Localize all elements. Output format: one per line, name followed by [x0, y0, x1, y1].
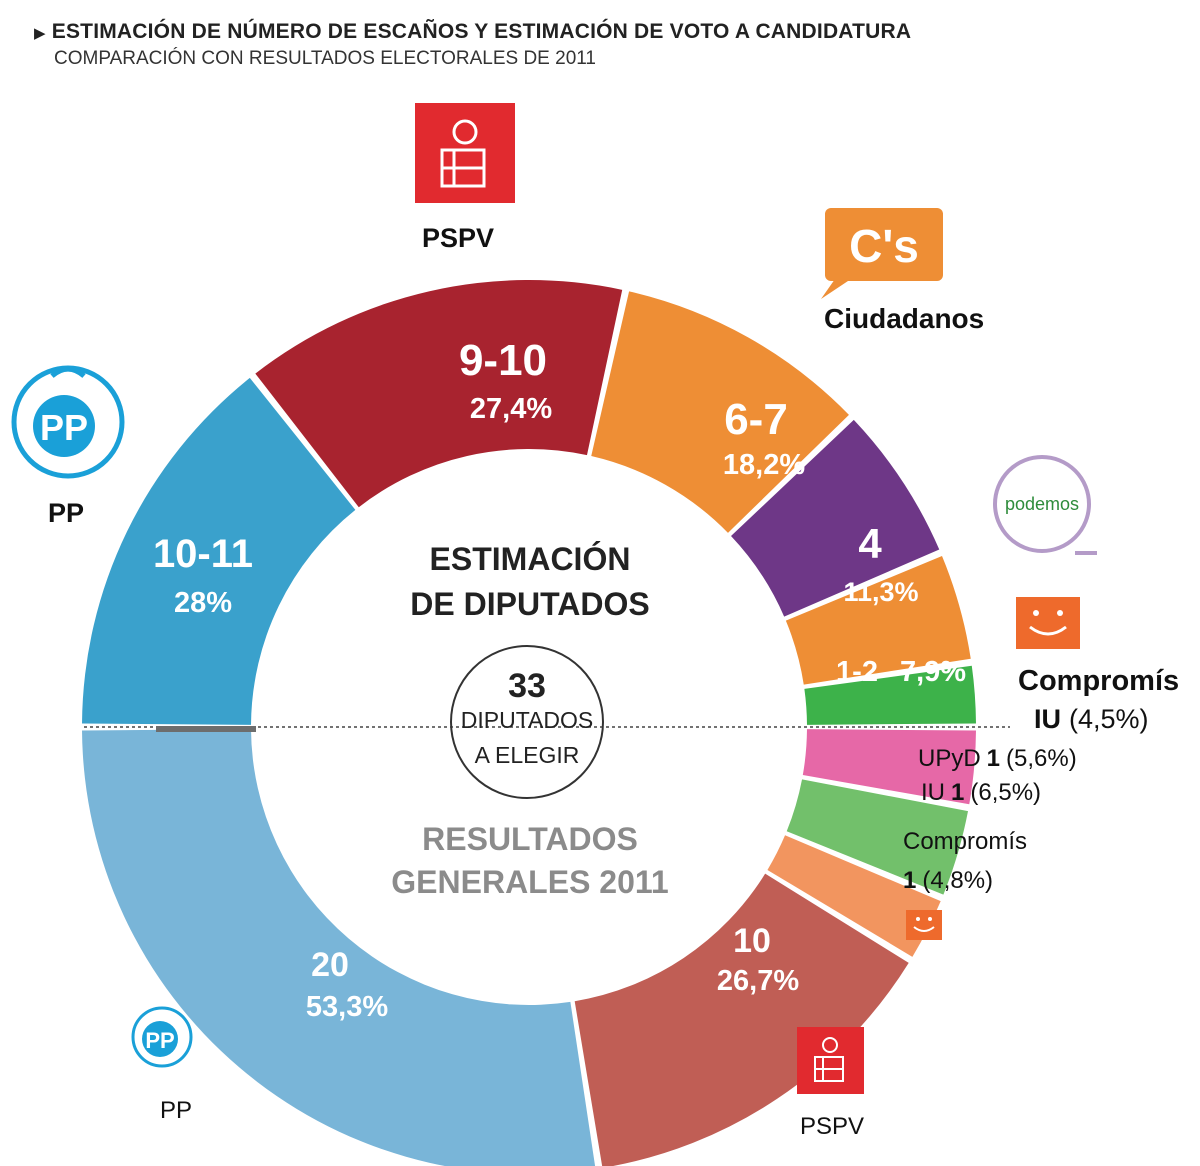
compromis-logo-bg — [1016, 597, 1080, 649]
compromis-smile-icon — [1029, 625, 1067, 636]
pp-logo-small-disc — [142, 1021, 178, 1057]
pspv-vote-label: 27,4% — [470, 393, 552, 425]
upyd-2011-line: UPyD 1 (5,6%) — [918, 745, 1077, 772]
compromis-seats-label: 1-2 — [836, 656, 878, 688]
compromis-party-label: Compromís — [1018, 665, 1179, 697]
arc-2011-pspv — [574, 873, 909, 1166]
cs-logo-text: C's — [849, 220, 919, 272]
pp-2011-vote-label: 53,3% — [306, 991, 388, 1023]
cs-vote-label: 18,2% — [723, 449, 805, 481]
arc-2011-upyd — [802, 729, 976, 805]
arc-estimation-compromis — [785, 556, 971, 685]
pp-logo-text: PP — [40, 407, 88, 448]
compromis-eye-right — [1057, 610, 1063, 616]
center-ring — [450, 645, 604, 799]
pspv-logo-small — [797, 1027, 864, 1094]
pspv-fist-icon — [440, 148, 486, 188]
total-label-1: DIPUTADOS — [461, 707, 593, 733]
pp-logo-small-ring — [131, 1006, 193, 1068]
chart-subtitle: COMPARACIÓN CON RESULTADOS ELECTORALES D… — [54, 48, 596, 69]
podemos-logo-text: podemos — [1005, 494, 1079, 514]
chart-header: ▶ ESTIMACIÓN DE NÚMERO DE ESCAÑOS Y ESTIM… — [34, 20, 911, 70]
title-arrow-icon: ▶ — [34, 25, 46, 42]
pp-seats-label: 10-11 — [153, 532, 253, 576]
arc-estimation-podemos — [731, 419, 940, 617]
podemos-seats-label: 4 — [858, 520, 882, 567]
compromis-2011-line: 1 (4,8%) — [903, 867, 993, 894]
arc-2011-pp — [82, 729, 596, 1166]
compromis-logo-small-bg — [906, 910, 942, 940]
compromis-small-smile-icon — [913, 926, 935, 932]
pp-logo-disc — [33, 395, 95, 457]
iu-2011-line: IU 1 (6,5%) — [921, 779, 1041, 806]
pspv-rose-icon — [452, 119, 478, 145]
upyd-2011-seats: 1 — [987, 745, 1000, 772]
arc-estimation-iu — [804, 665, 976, 725]
upyd-2011-name: UPyD — [918, 745, 981, 772]
pp-party-label: PP — [48, 498, 84, 528]
pp-boundary-band — [156, 726, 256, 732]
pspv-2011-vote-label: 26,7% — [717, 965, 799, 997]
iu-2011-seats: 1 — [951, 779, 964, 806]
arc-estimation-ciudadanos — [591, 291, 849, 533]
lower-center-label-1: RESULTADOS — [422, 821, 638, 857]
total-seats: 33 — [508, 667, 546, 705]
pspv-2011-party-label: PSPV — [800, 1113, 864, 1140]
compromis-2011-label: Compromís — [903, 828, 1027, 855]
pp-logo-small: PP — [131, 1006, 193, 1068]
upyd-2011-vote: (5,6%) — [1006, 745, 1077, 772]
iu-seats-label: 1 — [977, 705, 989, 730]
arc-2011-compromis — [767, 835, 941, 957]
upper-center-label-2: DE DIPUTADOS — [410, 586, 649, 622]
compromis-2011-seats: 1 — [903, 867, 916, 894]
cs-logo-tail — [821, 279, 851, 299]
podemos-logo-ring — [993, 455, 1091, 553]
compromis-small-eye-left — [916, 917, 920, 921]
pp-gull-icon — [50, 366, 86, 378]
pp-logo: PP — [11, 365, 125, 479]
pspv-fist-small-icon — [814, 1056, 844, 1082]
iu-party-name: IU — [1034, 704, 1061, 734]
arc-estimation-pp — [82, 377, 356, 725]
arc-2011-iu — [786, 779, 969, 895]
pp-2011-seats-label: 20 — [311, 946, 349, 984]
iu-party-line: IU (4,5%) — [1034, 704, 1149, 734]
chart-decor — [84, 726, 1010, 732]
cs-logo-bg — [825, 208, 943, 281]
compromis-eye-left — [1033, 610, 1039, 616]
chart-title-text: ESTIMACIÓN DE NÚMERO DE ESCAÑOS Y ESTIMA… — [51, 20, 912, 43]
arc-estimation-pspv — [255, 280, 623, 508]
compromis-logo — [1016, 597, 1080, 649]
pspv-2011-seats-label: 10 — [733, 922, 771, 960]
compromis-small-eye-right — [928, 917, 932, 921]
pspv-seats-label: 9-10 — [459, 336, 547, 385]
compromis-logo-small — [906, 910, 942, 940]
upper-center-label-1: ESTIMACIÓN — [430, 541, 631, 577]
chart-title: ▶ ESTIMACIÓN DE NÚMERO DE ESCAÑOS Y ESTIM… — [34, 20, 911, 44]
total-label-2: A ELEGIR — [475, 742, 580, 768]
pspv-logo — [415, 103, 515, 203]
pspv-logo-bg — [415, 103, 515, 203]
pp-vote-label: 28% — [174, 587, 232, 619]
cs-seats-label: 6-7 — [724, 395, 788, 444]
compromis-vote-label: 7,9% — [900, 656, 966, 688]
pp-logo-small-text: PP — [145, 1028, 174, 1053]
chart-arcs — [82, 280, 976, 1166]
podemos-logo: podemos — [993, 455, 1097, 555]
iu-2011-vote: (6,5%) — [970, 779, 1041, 806]
iu-vote-pct: (4,5%) — [1069, 704, 1149, 734]
compromis-2011-vote: (4,8%) — [922, 867, 993, 894]
pspv-party-label: PSPV — [422, 223, 494, 253]
pspv-rose-small-icon — [822, 1037, 838, 1053]
lower-center-label-2: GENERALES 2011 — [391, 864, 668, 900]
ciudadanos-logo: C's — [821, 208, 943, 299]
iu-2011-name: IU — [921, 779, 945, 806]
ciudadanos-party-label: Ciudadanos — [824, 303, 984, 334]
podemos-vote-label: 11,3% — [843, 577, 918, 607]
pp-2011-party-label: PP — [160, 1097, 192, 1124]
